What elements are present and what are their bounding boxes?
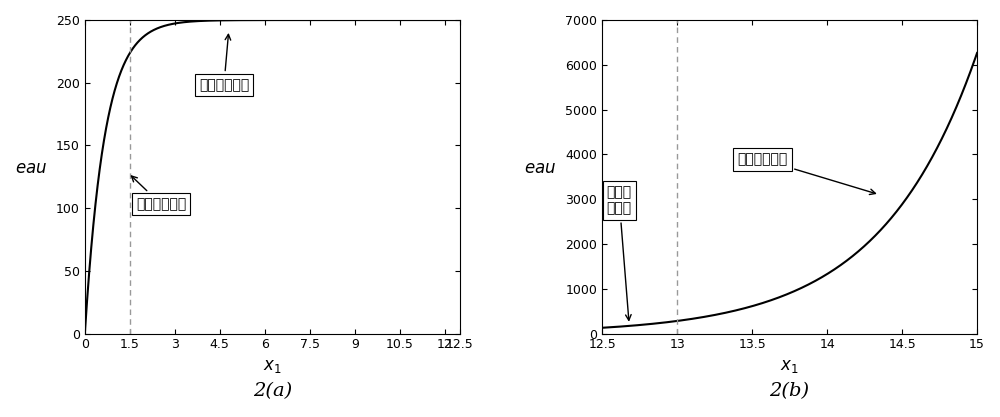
Text: 平稳滑
模阶段: 平稳滑 模阶段 [607, 186, 632, 320]
X-axis label: $x_1$: $x_1$ [780, 357, 799, 375]
Text: 高速趋近阶段: 高速趋近阶段 [737, 152, 875, 194]
Y-axis label: $eau$: $eau$ [15, 159, 47, 177]
X-axis label: $x_1$: $x_1$ [263, 357, 282, 375]
Text: 平稳滑模阶段: 平稳滑模阶段 [199, 34, 249, 92]
Text: 2(a): 2(a) [253, 382, 292, 400]
Text: 接近稳定阶段: 接近稳定阶段 [131, 176, 186, 211]
Y-axis label: $eau$: $eau$ [524, 159, 556, 177]
Text: 2(b): 2(b) [770, 382, 810, 400]
